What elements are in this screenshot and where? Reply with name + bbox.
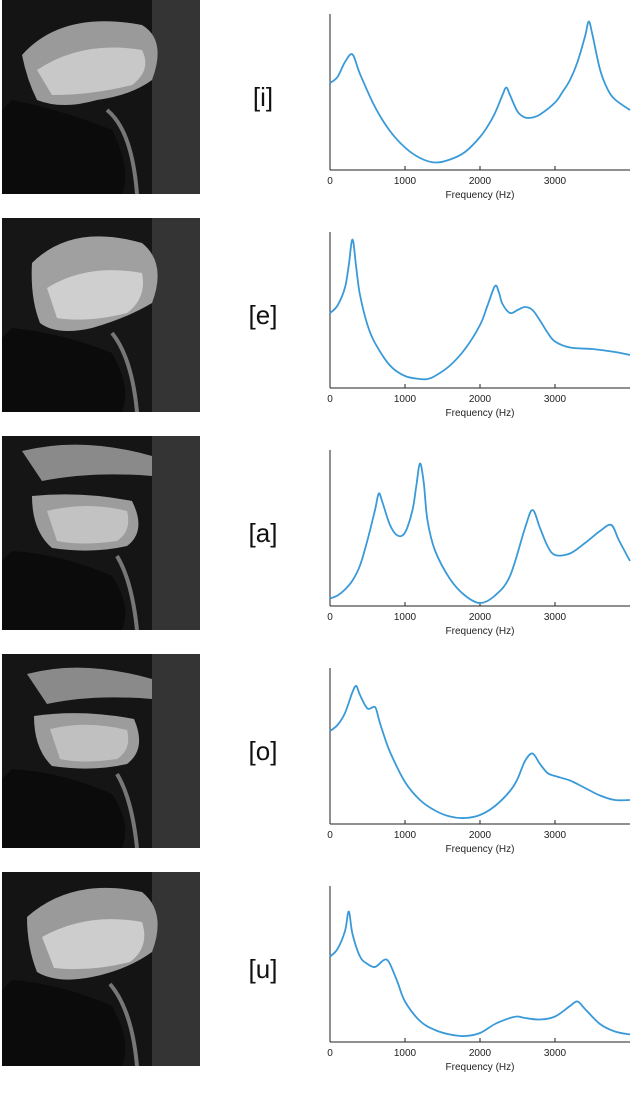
mri-image-u bbox=[2, 872, 200, 1066]
x-tick-label: 0 bbox=[327, 176, 333, 187]
x-tick-label: 3000 bbox=[544, 394, 567, 405]
x-tick-label: 1000 bbox=[394, 612, 417, 623]
vowel-row-e: [e] 0 1000 2000 3000 Frequency (Hz) bbox=[0, 218, 634, 436]
x-tick-label: 2000 bbox=[469, 830, 492, 841]
x-tick-label: 3000 bbox=[544, 830, 567, 841]
mri-image-a bbox=[2, 436, 200, 630]
x-tick-label: 1000 bbox=[394, 1048, 417, 1059]
x-tick-label: 2000 bbox=[469, 1048, 492, 1059]
spectrum-plot-a: 0 1000 2000 3000 Frequency (Hz) bbox=[327, 450, 631, 637]
x-axis-label: Frequency (Hz) bbox=[446, 1062, 515, 1073]
vowel-row-u: [u] 0 1000 2000 3000 Frequency (Hz) bbox=[0, 872, 634, 1090]
spectrum-plot-e: 0 1000 2000 3000 Frequency (Hz) bbox=[327, 232, 631, 419]
x-tick-label: 2000 bbox=[469, 176, 492, 187]
vowel-row-i: [i] 0 1000 2000 3000 Frequency (Hz) bbox=[0, 0, 634, 218]
x-tick-label: 2000 bbox=[469, 612, 492, 623]
vowel-row-a: [a] 0 1000 2000 3000 Frequency (Hz) bbox=[0, 436, 634, 654]
spectrum-line bbox=[329, 462, 631, 604]
x-tick-label: 3000 bbox=[544, 176, 567, 187]
spectrum-line bbox=[329, 20, 631, 164]
x-tick-label: 1000 bbox=[394, 176, 417, 187]
mri-image-i bbox=[2, 0, 200, 194]
x-tick-label: 1000 bbox=[394, 394, 417, 405]
mri-image-e bbox=[2, 218, 200, 412]
x-axis-label: Frequency (Hz) bbox=[446, 844, 515, 855]
spectrum-line bbox=[329, 238, 631, 381]
vowel-label-a: [a] bbox=[248, 518, 278, 548]
x-tick-label: 2000 bbox=[469, 394, 492, 405]
vowel-label-o: [o] bbox=[248, 736, 278, 766]
spectrum-line bbox=[329, 685, 631, 819]
x-tick-label: 0 bbox=[327, 612, 333, 623]
vowel-label-e: [e] bbox=[248, 300, 278, 330]
vowel-label-u: [u] bbox=[248, 954, 278, 984]
x-tick-label: 0 bbox=[327, 394, 333, 405]
x-tick-label: 3000 bbox=[544, 1048, 567, 1059]
x-axis-label: Frequency (Hz) bbox=[446, 626, 515, 637]
x-axis-label: Frequency (Hz) bbox=[446, 190, 515, 201]
vowel-row-o: [o] 0 1000 2000 3000 Frequency (Hz) bbox=[0, 654, 634, 872]
spectrum-plot-u: 0 1000 2000 3000 Frequency (Hz) bbox=[327, 886, 631, 1073]
x-tick-label: 1000 bbox=[394, 830, 417, 841]
x-tick-label: 0 bbox=[327, 830, 333, 841]
spectrum-plot-o: 0 1000 2000 3000 Frequency (Hz) bbox=[327, 668, 631, 855]
vowel-label-i: [i] bbox=[252, 82, 274, 112]
mri-image-o bbox=[2, 654, 200, 848]
x-tick-label: 3000 bbox=[544, 612, 567, 623]
x-tick-label: 0 bbox=[327, 1048, 333, 1059]
x-axis-label: Frequency (Hz) bbox=[446, 408, 515, 419]
spectrum-plot-i: 0 1000 2000 3000 Frequency (Hz) bbox=[327, 14, 631, 201]
spectrum-line bbox=[329, 910, 631, 1037]
